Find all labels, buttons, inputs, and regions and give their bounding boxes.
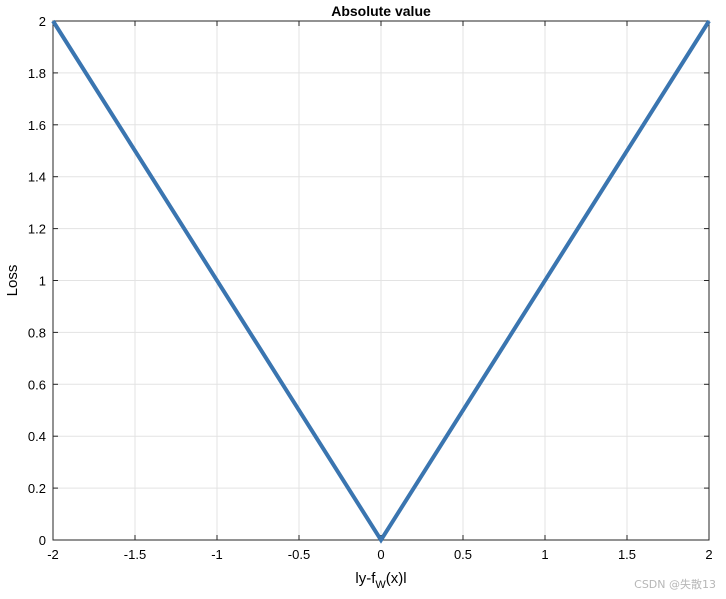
y-tick-label: 2 [39,14,46,29]
watermark: CSDN @失散13 [634,578,716,591]
x-tick-label: 2 [705,547,712,562]
x-tick-label: -0.5 [288,547,310,562]
y-axis-label: Loss [4,265,21,297]
x-axis-label-main: ly-f [355,570,376,587]
y-tick-label: 1.8 [28,66,46,81]
series-line [51,19,711,544]
x-tick-label: 0.5 [454,547,472,562]
x-tick-label: 0 [377,547,384,562]
y-tick-label: 0.2 [28,481,46,496]
y-tick-label: 0 [39,533,46,548]
x-axis-label-tail: (x)l [386,570,407,587]
x-axis-label-subscript: W [375,579,386,591]
axis-ticks: -2 -1.5 -1 -0.5 0 0.5 1 1.5 2 0 0.2 0.4 0.6 0.8 1 1.2 1.… [28,14,713,562]
chart-title: Absolute value [331,3,431,19]
x-tick-label: -1 [211,547,223,562]
y-tick-label: 1 [39,274,46,289]
y-tick-label: 0.6 [28,377,46,392]
y-tick-label: 0.8 [28,325,46,340]
x-tick-label: -1.5 [124,547,146,562]
y-tick-label: 1.2 [28,222,46,237]
x-tick-label: -2 [47,547,59,562]
y-tick-label: 0.4 [28,429,46,444]
series-layer [51,19,711,544]
y-tick-label: 1.6 [28,118,46,133]
x-axis-label: ly-fW(x)l [355,570,406,591]
y-tick-label: 1.4 [28,170,46,185]
x-tick-label: 1 [541,547,548,562]
grid-lines [52,20,710,541]
x-tick-label: 1.5 [618,547,636,562]
